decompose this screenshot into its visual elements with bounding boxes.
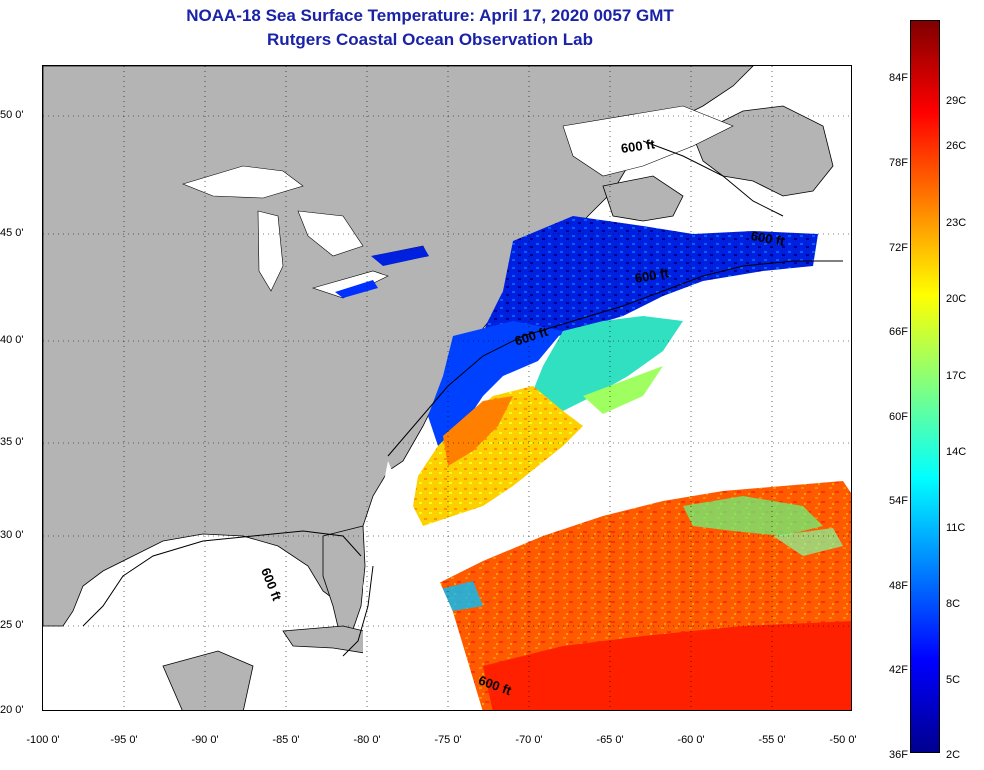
lake-huron	[297, 210, 364, 257]
lake-michigan	[257, 210, 284, 292]
lon-label-70: -70 0'	[515, 734, 543, 746]
lon-label-55: -55 0'	[758, 734, 786, 746]
sst-sargasso-red	[483, 621, 851, 710]
sst-gulf-stream-core	[443, 396, 513, 466]
map-subtitle: Rutgers Coastal Ocean Observation Lab	[267, 30, 593, 49]
colorbar-label-23c: 23C	[946, 217, 967, 229]
lat-label-40: 40 0'	[0, 334, 24, 346]
lake-erie	[311, 270, 389, 299]
swath-edge	[363, 461, 483, 710]
colorbar-label-78f: 78F	[889, 157, 908, 169]
lon-label-85: -85 0'	[272, 734, 300, 746]
colorbar-label-17c: 17C	[946, 370, 967, 382]
sst-cold-shelf	[428, 321, 563, 446]
colorbar-label-8c: 8C	[946, 598, 961, 610]
sst-lake-erie	[335, 280, 378, 298]
colorbar-label-72f: 72F	[889, 242, 908, 254]
lon-label-75: -75 0'	[434, 734, 462, 746]
lon-label-80: -80 0'	[353, 734, 381, 746]
lon-label-65: -65 0'	[596, 734, 624, 746]
gulf-st-lawrence	[562, 105, 734, 177]
lat-label-20: 20 0'	[0, 704, 24, 716]
lon-label-100: -100 0'	[26, 734, 60, 746]
colorbar-label-36f: 36F	[889, 749, 908, 761]
lat-label-50: 50 0'	[0, 109, 24, 121]
colorbar-label-26c: 26C	[946, 140, 967, 152]
graticule	[43, 66, 851, 710]
colorbar-label-20c: 20C	[946, 293, 967, 305]
colorbar-label-60f: 60F	[889, 411, 908, 423]
colorbar-label-42f: 42F	[889, 664, 908, 676]
colorbar-label-5c: 5C	[946, 674, 961, 686]
colorbar-label-54f: 54F	[889, 495, 908, 507]
colorbar-label-84f: 84F	[889, 72, 908, 84]
colorbar-label-48f: 48F	[889, 580, 908, 592]
sst-cold-gulf-maine	[473, 216, 818, 366]
sst-patch-1	[683, 496, 823, 536]
colorbar-label-14c: 14C	[946, 446, 967, 458]
colorbar-label-11c: 11C	[946, 522, 966, 534]
lake-superior	[182, 165, 304, 199]
sst-filament	[583, 366, 663, 414]
colorbar-label-29c: 29C	[946, 95, 967, 107]
land-yucatan	[162, 650, 254, 710]
lon-label-90: -90 0'	[191, 734, 219, 746]
sst-slope-water	[533, 316, 683, 411]
sst-map: 600 ft 600 ft 600 ft 600 ft 600 ft 600 f…	[42, 65, 852, 711]
temperature-colorbar	[910, 20, 940, 753]
map-title: NOAA-18 Sea Surface Temperature: April 1…	[186, 6, 674, 25]
colorbar-label-66f: 66F	[889, 326, 908, 338]
lon-label-95: -95 0'	[110, 734, 138, 746]
contour-600ft	[82, 140, 843, 657]
lon-label-60: -60 0'	[677, 734, 705, 746]
sst-lake-ontario	[371, 246, 429, 266]
lat-label-35: 35 0'	[0, 436, 24, 448]
lat-label-45: 45 0'	[0, 227, 24, 239]
sst-patch-2	[773, 528, 843, 556]
land-maritimes	[602, 175, 684, 222]
lat-label-30: 30 0'	[0, 529, 24, 541]
map-canvas	[43, 66, 851, 710]
land-florida	[322, 525, 366, 642]
lat-label-25: 25 0'	[0, 619, 24, 631]
sst-gulf-stream	[413, 386, 583, 526]
lon-label-50: -50 0'	[829, 734, 857, 746]
colorbar-label-2c: 2C	[946, 749, 961, 761]
